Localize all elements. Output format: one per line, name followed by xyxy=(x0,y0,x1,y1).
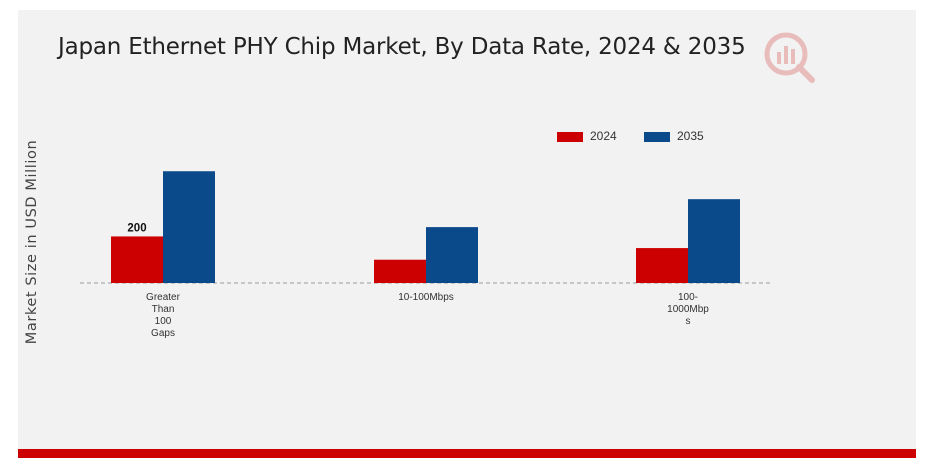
x-tick-label: 10-100Mbps xyxy=(398,292,454,303)
bottom-accent-bar xyxy=(18,449,916,458)
data-label: 200 xyxy=(127,222,146,234)
legend-swatch-2035 xyxy=(644,132,670,142)
legend-label-2024: 2024 xyxy=(590,129,617,143)
chart-title: Japan Ethernet PHY Chip Market, By Data … xyxy=(58,34,746,60)
legend-swatch-2024 xyxy=(557,132,583,142)
bar-2035-1 xyxy=(163,171,215,283)
bar-2035-3 xyxy=(688,199,740,283)
bar-2024-2 xyxy=(374,259,426,283)
bar-2024-1 xyxy=(111,236,163,283)
watermark-logo-icon xyxy=(764,32,815,83)
x-tick-label: Greater Than 100 Gaps xyxy=(146,292,181,339)
legend-label-2035: 2035 xyxy=(677,129,704,143)
bar-2035-2 xyxy=(426,227,478,283)
x-tick-label: 100-1000Mbp s xyxy=(667,292,709,327)
bar-2024-3 xyxy=(636,248,688,283)
